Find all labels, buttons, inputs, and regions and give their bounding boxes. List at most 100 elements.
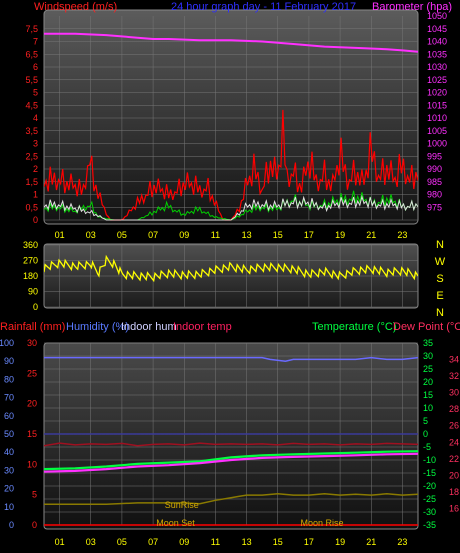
compass-label: W: [435, 256, 446, 268]
barometer-tick-label: 1010: [427, 113, 447, 123]
temperature-time-tick-label: 13: [242, 537, 252, 547]
windspeed-tick-label: 1,5: [25, 177, 38, 187]
temperature-series: [44, 356, 418, 526]
rainfall-tick-label: 0: [32, 520, 37, 530]
temperature-time-tick-label: 09: [179, 537, 189, 547]
direction-series: [44, 254, 418, 283]
compass-label: E: [436, 290, 443, 302]
rainfall-tick-label: 20: [27, 399, 37, 409]
dew-point-tick-label: 26: [449, 421, 459, 431]
wind-time-tick-label: 11: [211, 230, 220, 240]
direction-tick-label: 360: [23, 240, 38, 250]
barometer-tick-label: 1035: [427, 49, 447, 59]
temperature-tick-label: 5: [423, 416, 428, 426]
sun-moon-annotation: Moon Rise: [301, 518, 344, 528]
humidity-tick-label: 70: [4, 393, 14, 403]
humidity-tick-label: 90: [4, 356, 14, 366]
rainfall-tick-label: 30: [27, 338, 37, 348]
wind-time-tick-label: 05: [117, 230, 127, 240]
temperature-tick-label: -20: [423, 481, 436, 491]
barometer-tick-label: 985: [427, 177, 442, 187]
windspeed-tick-label: 4,5: [25, 100, 38, 110]
barometer-tick-label: 1025: [427, 75, 447, 85]
direction-series-line: [44, 254, 418, 283]
barometer-tick-label: 1045: [427, 24, 447, 34]
temperature-tick-label: -10: [423, 455, 436, 465]
windspeed-tick-label: 4: [33, 113, 38, 123]
wind-time-tick-label: 07: [148, 230, 158, 240]
barometer-tick-label: 1050: [427, 11, 447, 21]
date-title: 24 hour graph day - 11 February 2017: [171, 1, 356, 13]
wind-time-axis: 01 03 05 07 09 11 13 15 17 19 21 23: [55, 230, 408, 240]
temperature-panel: 0102030405060708090100051015202530-35-30…: [0, 338, 459, 547]
barometer-axis: 975 980 985 990 995 1000 1005 1010 1015 1020 1025 1…: [427, 11, 447, 212]
dew-point-tick-label: 18: [449, 487, 459, 497]
temperature-series-line: [44, 450, 418, 471]
wind-time-tick-label: 23: [397, 230, 407, 240]
indoor-temp-label: Indoor temp: [173, 321, 232, 333]
windspeed-tick-label: 2,5: [25, 151, 38, 161]
windspeed-tick-label: 7,5: [25, 24, 38, 34]
compass-label: S: [436, 273, 443, 285]
temperature-time-tick-label: 17: [304, 537, 314, 547]
sun-moon-annotation: SunRise: [165, 500, 199, 510]
direction-axis: 0 90 180 270 360: [23, 240, 38, 312]
windspeed-tick-label: 6,5: [25, 49, 38, 59]
barometer-tick-label: 990: [427, 164, 442, 174]
windspeed-tick-label: 5: [33, 88, 38, 98]
wind-time-tick-label: 21: [366, 230, 376, 240]
wind-baro-panel: 00,511,522,533,544,555,566,577,5 9759809…: [25, 9, 447, 240]
wind-time-tick-label: 15: [273, 230, 283, 240]
windspeed-tick-label: 7: [33, 37, 38, 47]
humidity-tick-label: 40: [4, 447, 14, 457]
temperature-series-line: [44, 493, 418, 505]
sun-moon-annotation: Moon Set: [156, 518, 195, 528]
wind-grid: [44, 16, 418, 221]
direction-tick-label: 0: [33, 302, 38, 312]
temperature-axes: 0102030405060708090100051015202530-35-30…: [0, 338, 459, 530]
humidity-tick-label: 10: [4, 502, 14, 512]
wind-series: [44, 32, 418, 221]
dew-point-tick-label: 32: [449, 371, 459, 381]
temperature-time-tick-label: 11: [211, 537, 220, 547]
temperature-time-tick-label: 15: [273, 537, 283, 547]
humidity-label: Humidity (%): [66, 321, 129, 333]
rainfall-tick-label: 15: [27, 429, 37, 439]
temperature-time-tick-label: 23: [397, 537, 407, 547]
humidity-tick-label: 0: [9, 520, 14, 530]
barometer-tick-label: 1030: [427, 62, 447, 72]
direction-tick-label: 270: [23, 256, 38, 266]
temperature-tick-label: -35: [423, 520, 436, 530]
barometer-tick-label: 995: [427, 151, 442, 161]
direction-grid: [44, 244, 418, 308]
barometer-series-line: [44, 32, 418, 53]
temperature-time-tick-label: 03: [86, 537, 96, 547]
dew-point-tick-label: 34: [449, 355, 459, 365]
wind-time-tick-label: 03: [86, 230, 96, 240]
rainfall-tick-label: 10: [27, 459, 37, 469]
dew-point-tick-label: 30: [449, 388, 459, 398]
wind-time-tick-label: 09: [179, 230, 189, 240]
temperature-tick-label: -15: [423, 468, 436, 478]
temperature-tick-label: 0: [423, 429, 428, 439]
temperature-time-tick-label: 21: [366, 537, 376, 547]
wind-series-line: [44, 194, 418, 221]
humidity-tick-label: 20: [4, 484, 14, 494]
indoor-hum-label: Indoor hum: [121, 321, 177, 333]
wind-time-tick-label: 19: [335, 230, 345, 240]
temperature-label: Temperature (°C): [312, 321, 396, 333]
temperature-tick-label: 10: [423, 403, 433, 413]
windspeed-tick-label: 3: [33, 139, 38, 149]
barometer-tick-label: 1005: [427, 126, 447, 136]
dew-point-tick-label: 24: [449, 437, 459, 447]
barometer-title: Barometer (hpa): [372, 1, 452, 13]
barometer-tick-label: 1040: [427, 37, 447, 47]
temperature-tick-label: -25: [423, 494, 436, 504]
wind-plot-area: [43, 9, 419, 225]
temperature-tick-label: 35: [423, 338, 433, 348]
windspeed-tick-label: 3,5: [25, 126, 38, 136]
temperature-tick-label: -30: [423, 507, 436, 517]
